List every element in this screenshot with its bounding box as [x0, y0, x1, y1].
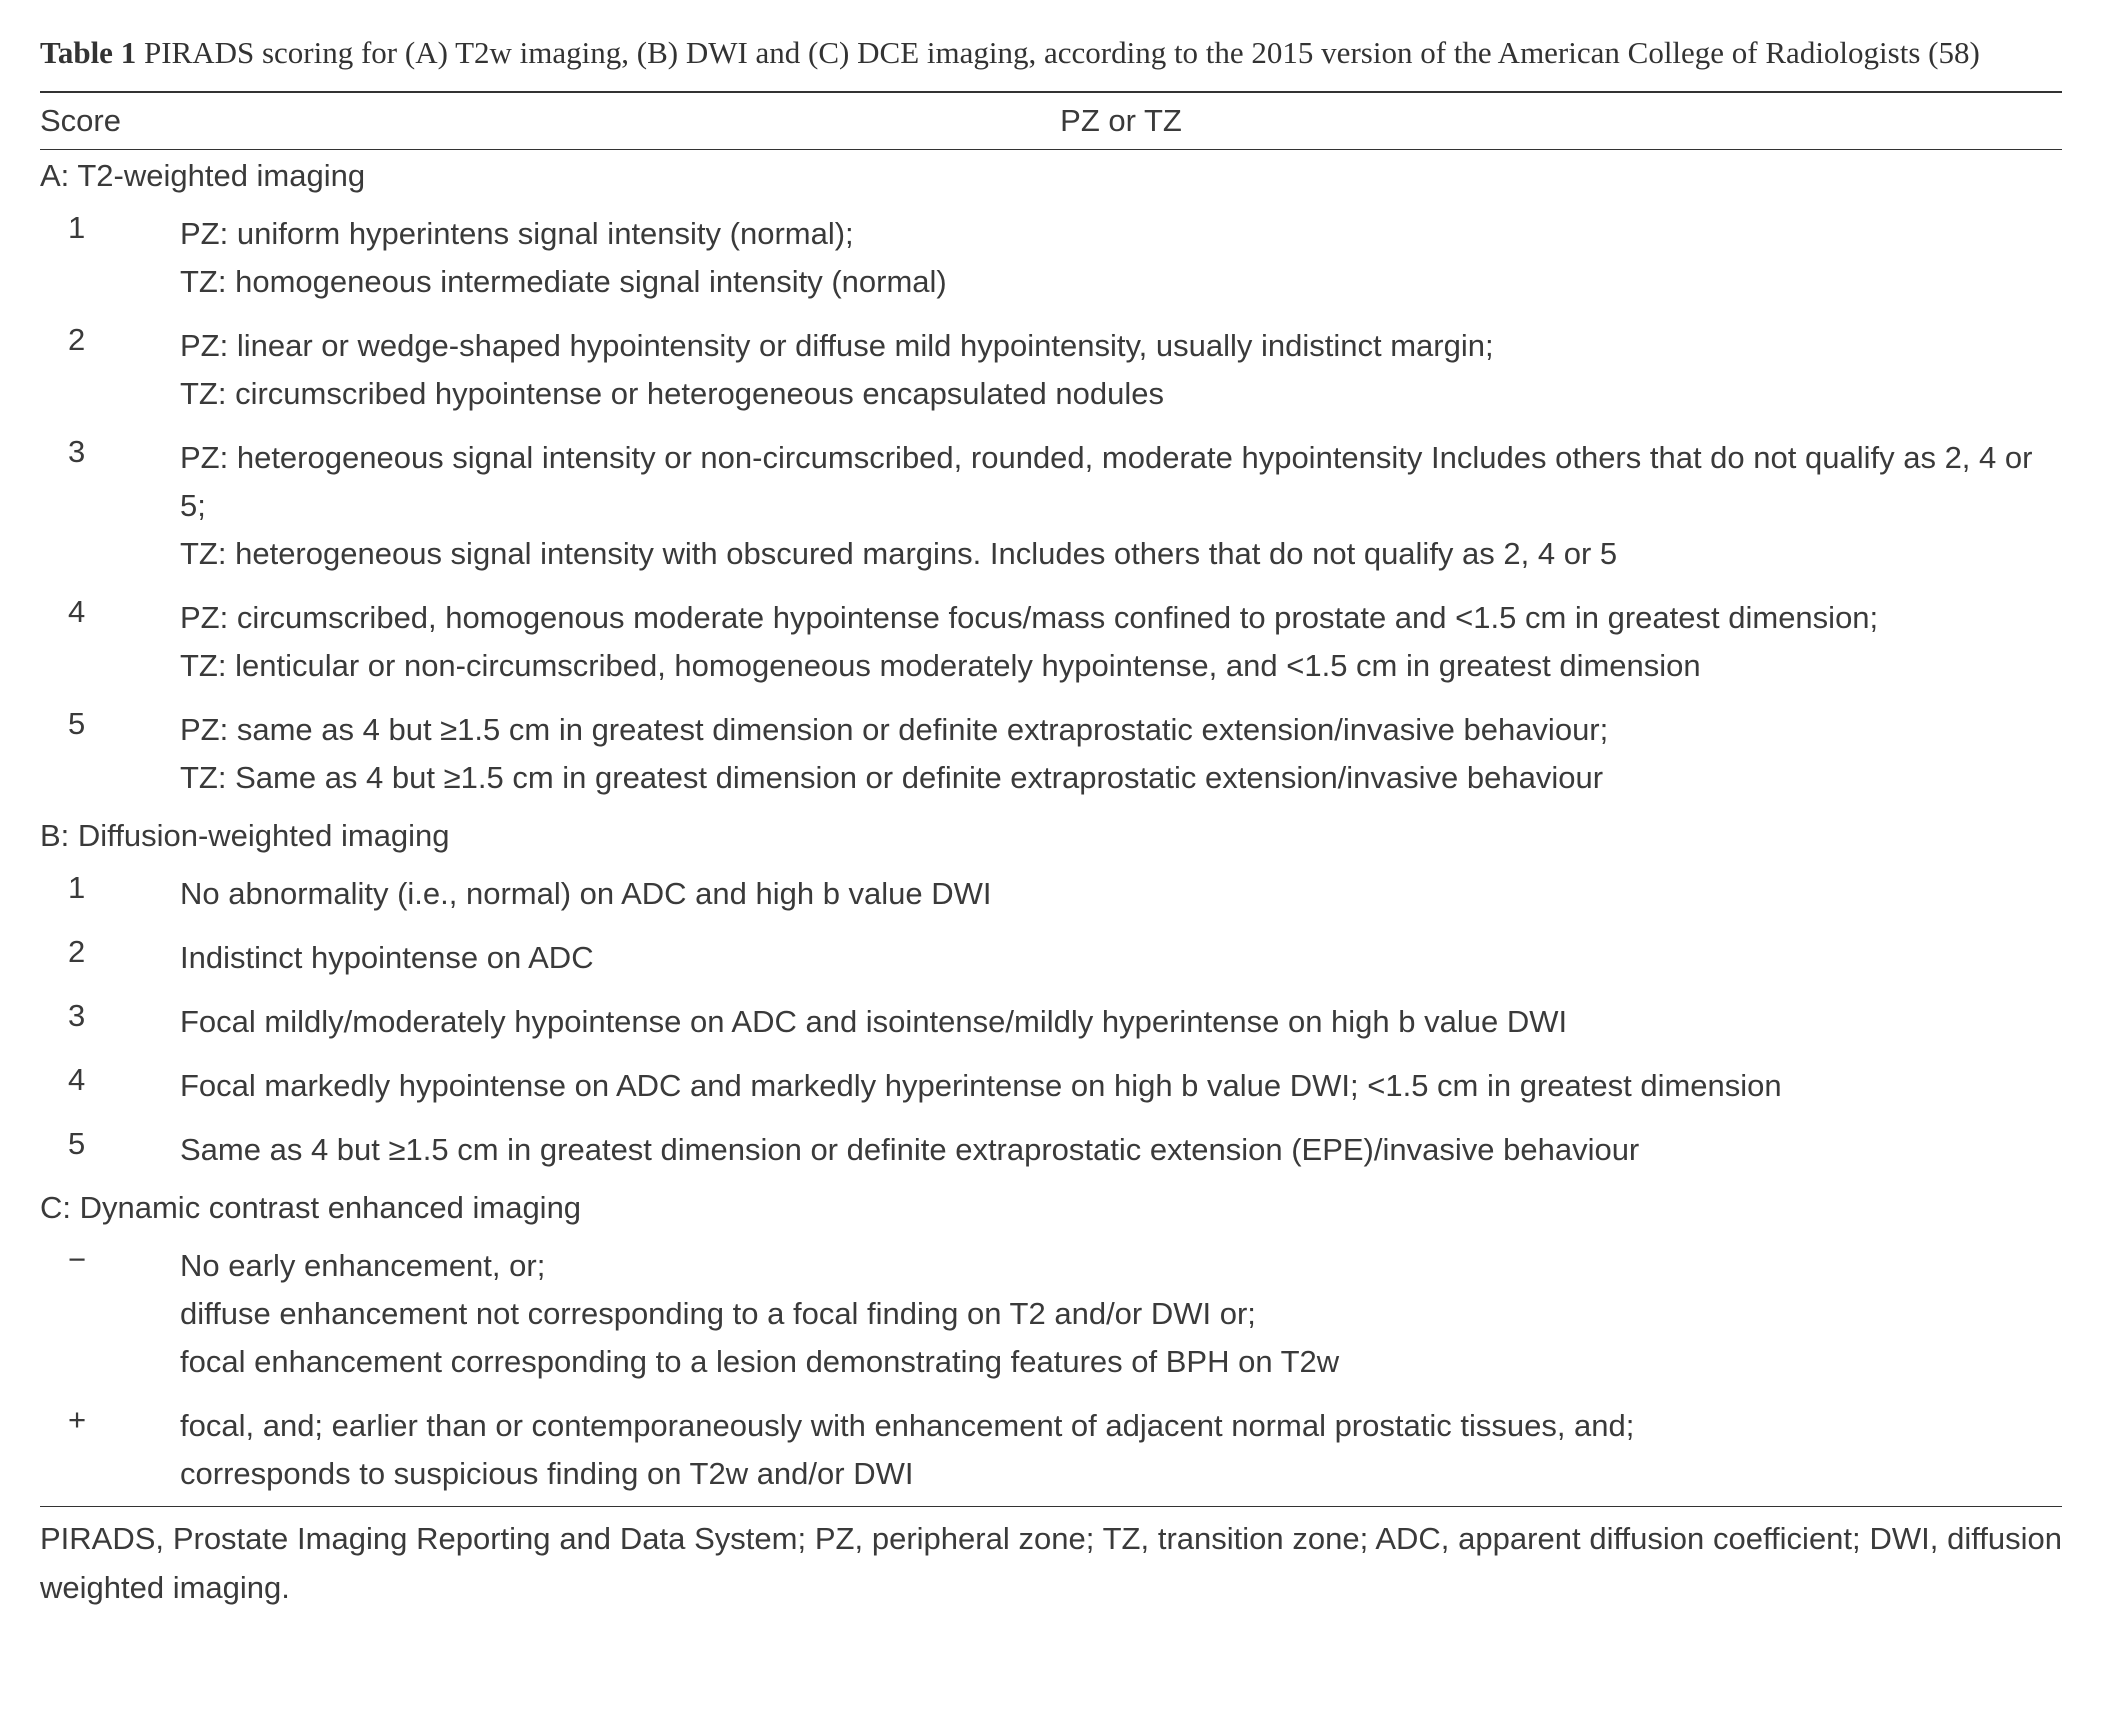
- description-line: PZ: uniform hyperintens signal intensity…: [180, 210, 2052, 258]
- table-row: 1PZ: uniform hyperintens signal intensit…: [40, 202, 2062, 314]
- description-line: TZ: circumscribed hypointense or heterog…: [180, 370, 2052, 418]
- table-row: 1No abnormality (i.e., normal) on ADC an…: [40, 862, 2062, 926]
- table-footnote: PIRADS, Prostate Imaging Reporting and D…: [40, 1515, 2062, 1611]
- score-cell: 2: [40, 314, 180, 366]
- description-line: Focal markedly hypointense on ADC and ma…: [180, 1062, 2052, 1110]
- description-cell: Indistinct hypointense on ADC: [180, 926, 2062, 990]
- description-cell: PZ: linear or wedge-shaped hypointensity…: [180, 314, 2062, 426]
- table-caption-text: PIRADS scoring for (A) T2w imaging, (B) …: [136, 35, 1980, 70]
- section-title: C: Dynamic contrast enhanced imaging: [40, 1182, 2062, 1234]
- table-caption: Table 1 PIRADS scoring for (A) T2w imagi…: [40, 30, 2062, 77]
- table-row: +focal, and; earlier than or contemporan…: [40, 1394, 2062, 1506]
- rule-bottom: [40, 1506, 2062, 1507]
- score-cell: 5: [40, 1118, 180, 1170]
- description-cell: No early enhancement, or;diffuse enhance…: [180, 1234, 2062, 1394]
- table-row: 5Same as 4 but ≥1.5 cm in greatest dimen…: [40, 1118, 2062, 1182]
- description-cell: PZ: heterogeneous signal intensity or no…: [180, 426, 2062, 586]
- table-header-row: Score PZ or TZ: [40, 93, 2062, 149]
- description-line: PZ: linear or wedge-shaped hypointensity…: [180, 322, 2052, 370]
- description-line: TZ: Same as 4 but ≥1.5 cm in greatest di…: [180, 754, 2052, 802]
- description-cell: No abnormality (i.e., normal) on ADC and…: [180, 862, 2062, 926]
- description-cell: Focal markedly hypointense on ADC and ma…: [180, 1054, 2062, 1118]
- description-cell: focal, and; earlier than or contemporane…: [180, 1394, 2062, 1506]
- description-line: Same as 4 but ≥1.5 cm in greatest dimens…: [180, 1126, 2052, 1174]
- table-label: Table 1: [40, 35, 136, 70]
- description-line: Focal mildly/moderately hypointense on A…: [180, 998, 2052, 1046]
- score-cell: 5: [40, 698, 180, 750]
- description-cell: Same as 4 but ≥1.5 cm in greatest dimens…: [180, 1118, 2062, 1182]
- table-row: 3PZ: heterogeneous signal intensity or n…: [40, 426, 2062, 586]
- score-cell: −: [40, 1234, 180, 1286]
- description-line: diffuse enhancement not corresponding to…: [180, 1290, 2052, 1338]
- section-title: B: Diffusion-weighted imaging: [40, 810, 2062, 862]
- table-row: 2PZ: linear or wedge-shaped hypointensit…: [40, 314, 2062, 426]
- score-cell: 3: [40, 426, 180, 478]
- description-cell: PZ: circumscribed, homogenous moderate h…: [180, 586, 2062, 698]
- description-line: No abnormality (i.e., normal) on ADC and…: [180, 870, 2052, 918]
- score-cell: +: [40, 1394, 180, 1446]
- description-line: focal enhancement corresponding to a les…: [180, 1338, 2052, 1386]
- score-cell: 1: [40, 202, 180, 254]
- description-cell: PZ: uniform hyperintens signal intensity…: [180, 202, 2062, 314]
- section-title: A: T2-weighted imaging: [40, 150, 2062, 202]
- score-cell: 4: [40, 586, 180, 638]
- table-row: 4Focal markedly hypointense on ADC and m…: [40, 1054, 2062, 1118]
- table-row: 3Focal mildly/moderately hypointense on …: [40, 990, 2062, 1054]
- description-line: TZ: homogeneous intermediate signal inte…: [180, 258, 2052, 306]
- header-pz-tz: PZ or TZ: [180, 103, 2062, 139]
- table-row: −No early enhancement, or;diffuse enhanc…: [40, 1234, 2062, 1394]
- table-row: 2Indistinct hypointense on ADC: [40, 926, 2062, 990]
- description-line: PZ: circumscribed, homogenous moderate h…: [180, 594, 2052, 642]
- score-cell: 3: [40, 990, 180, 1042]
- description-line: TZ: heterogeneous signal intensity with …: [180, 530, 2052, 578]
- table-row: 4PZ: circumscribed, homogenous moderate …: [40, 586, 2062, 698]
- score-cell: 2: [40, 926, 180, 978]
- description-line: PZ: heterogeneous signal intensity or no…: [180, 434, 2052, 530]
- table-row: 5PZ: same as 4 but ≥1.5 cm in greatest d…: [40, 698, 2062, 810]
- score-cell: 1: [40, 862, 180, 914]
- header-score: Score: [40, 103, 180, 139]
- score-cell: 4: [40, 1054, 180, 1106]
- description-cell: PZ: same as 4 but ≥1.5 cm in greatest di…: [180, 698, 2062, 810]
- description-cell: Focal mildly/moderately hypointense on A…: [180, 990, 2062, 1054]
- table-body: A: T2-weighted imaging1PZ: uniform hyper…: [40, 150, 2062, 1507]
- description-line: No early enhancement, or;: [180, 1242, 2052, 1290]
- description-line: PZ: same as 4 but ≥1.5 cm in greatest di…: [180, 706, 2052, 754]
- description-line: TZ: lenticular or non-circumscribed, hom…: [180, 642, 2052, 690]
- description-line: corresponds to suspicious finding on T2w…: [180, 1450, 2052, 1498]
- description-line: Indistinct hypointense on ADC: [180, 934, 2052, 982]
- description-line: focal, and; earlier than or contemporane…: [180, 1402, 2052, 1450]
